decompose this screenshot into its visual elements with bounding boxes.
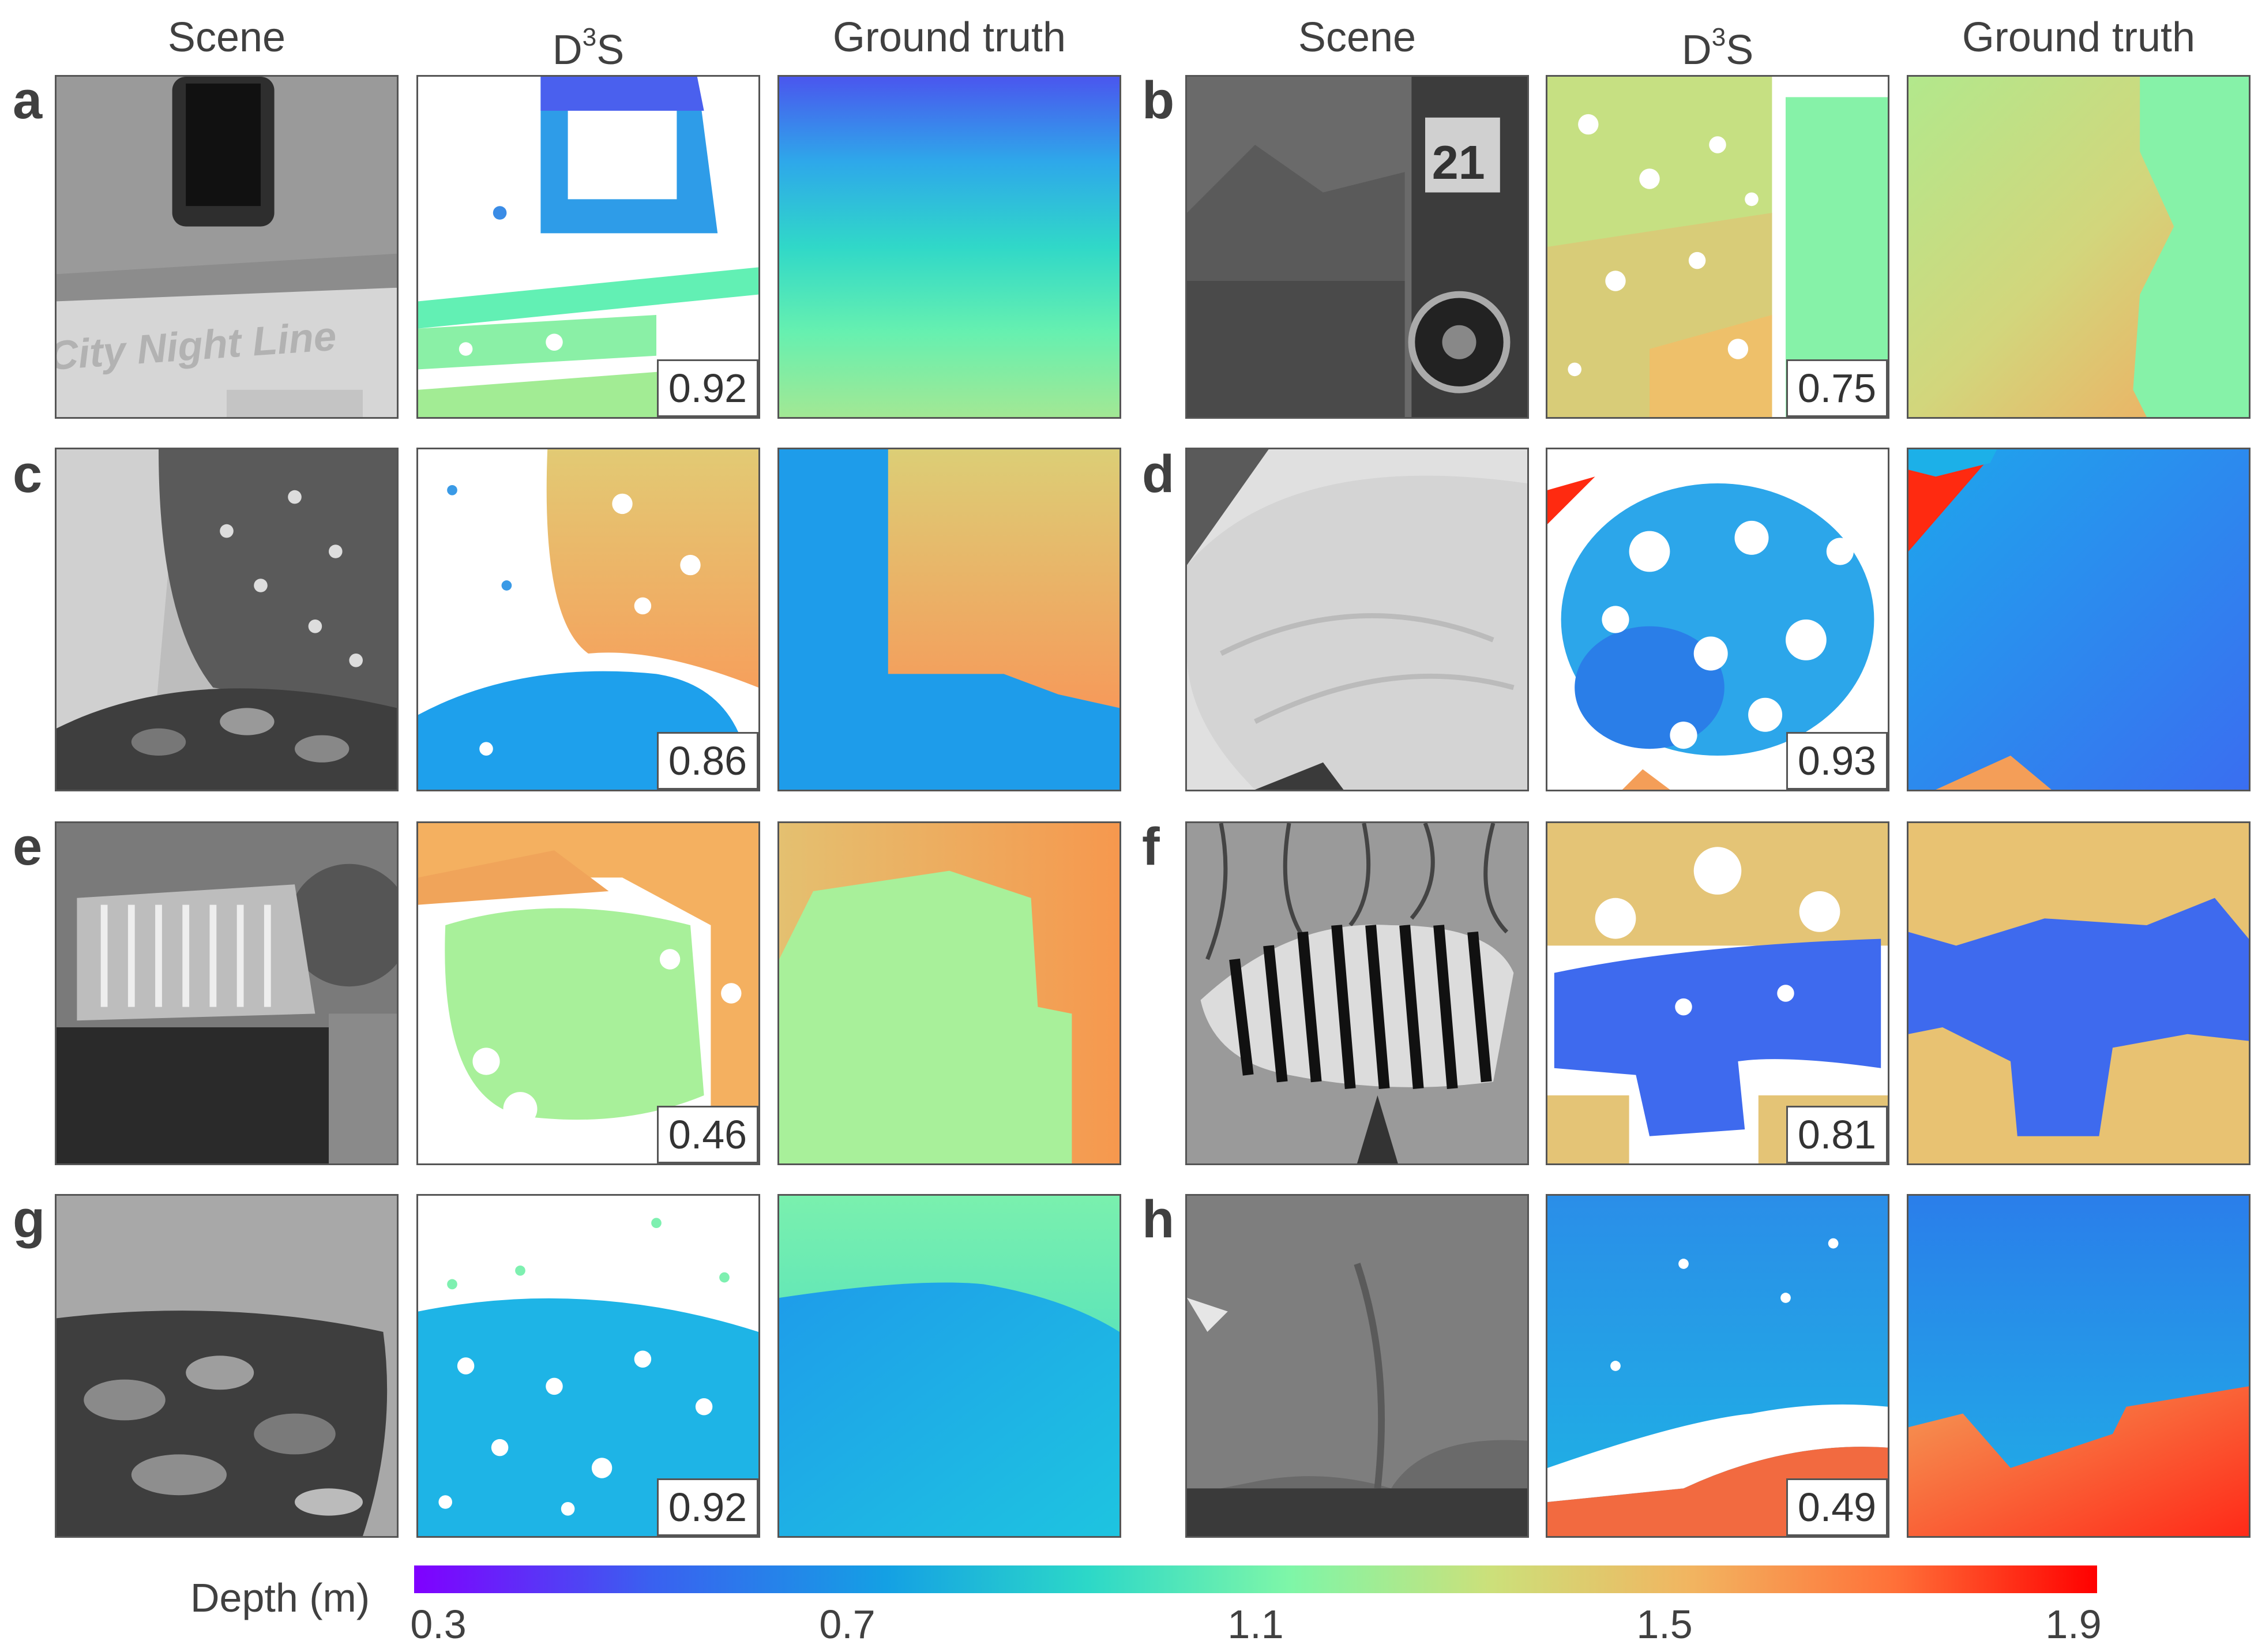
ground-truth-map-f [1907,821,2251,1165]
header-d3s-sup: 3 [1711,23,1726,51]
score-badge-f: 0.81 [1786,1106,1888,1163]
d3s-map-f: 0.81 [1546,821,1889,1165]
ground-truth-map-g [777,1194,1121,1538]
scene-image-e [55,821,399,1165]
scene-image-a: City Night Line [55,75,399,419]
d3s-map-e: 0.46 [416,821,760,1165]
scene-image-h [1185,1194,1529,1538]
panel-label-h: h [1142,1190,1175,1249]
colorbar-label: Depth (m) [190,1575,370,1620]
score-badge-d: 0.93 [1786,732,1888,790]
ground-truth-map-e [777,821,1121,1165]
ground-truth-map-h [1907,1194,2251,1538]
header-d3s-right: D3S [1546,12,1889,73]
header-gt-left: Ground truth [832,14,1066,61]
panel-label-f: f [1142,817,1160,876]
panel-label-e: e [13,817,43,876]
header-gt-right: Ground truth [1962,14,2196,61]
colorbar-tick: 1.1 [1227,1602,1284,1647]
ground-truth-map-c [777,448,1121,791]
scene-image-b: 21 [1185,75,1529,419]
header-d3s-tail: S [1726,27,1754,73]
panel-label-g: g [13,1190,46,1249]
header-d3s-tail: S [596,27,625,73]
colorbar-tick: 0.3 [410,1602,467,1647]
scene-text-b: 21 [1432,136,1485,189]
ground-truth-map-b [1907,75,2251,419]
colorbar-tick: 1.9 [2045,1602,2102,1647]
colorbar-tick: 1.5 [1636,1602,1693,1647]
score-badge-g: 0.92 [657,1478,758,1536]
d3s-map-d: 0.93 [1546,448,1889,791]
header-scene-right: Scene [1298,14,1417,61]
score-badge-a: 0.92 [657,359,758,417]
d3s-map-g: 0.92 [416,1194,760,1538]
panel-label-a: a [13,71,43,130]
header-d3s-base: D [552,27,583,73]
d3s-map-b: 0.75 [1546,75,1889,419]
depth-colorbar [414,1565,2097,1593]
panel-label-b: b [1142,71,1175,130]
panel-label-c: c [13,445,43,504]
header-scene-left: Scene [167,14,286,61]
header-d3s-left: D3S [416,12,760,73]
score-badge-h: 0.49 [1786,1478,1888,1536]
colorbar-tick: 0.7 [819,1602,876,1647]
scene-image-d [1185,448,1529,791]
d3s-map-c: 0.86 [416,448,760,791]
scene-image-f [1185,821,1529,1165]
ground-truth-map-a [777,75,1121,419]
score-badge-e: 0.46 [657,1106,758,1163]
d3s-map-a: 0.92 [416,75,760,419]
scene-image-g [55,1194,399,1538]
header-d3s-base: D [1681,27,1712,73]
score-badge-c: 0.86 [657,732,758,790]
d3s-map-h: 0.49 [1546,1194,1889,1538]
scene-image-c [55,448,399,791]
panel-label-d: d [1142,445,1175,504]
header-d3s-sup: 3 [582,23,597,51]
score-badge-b: 0.75 [1786,359,1888,417]
ground-truth-map-d [1907,448,2251,791]
